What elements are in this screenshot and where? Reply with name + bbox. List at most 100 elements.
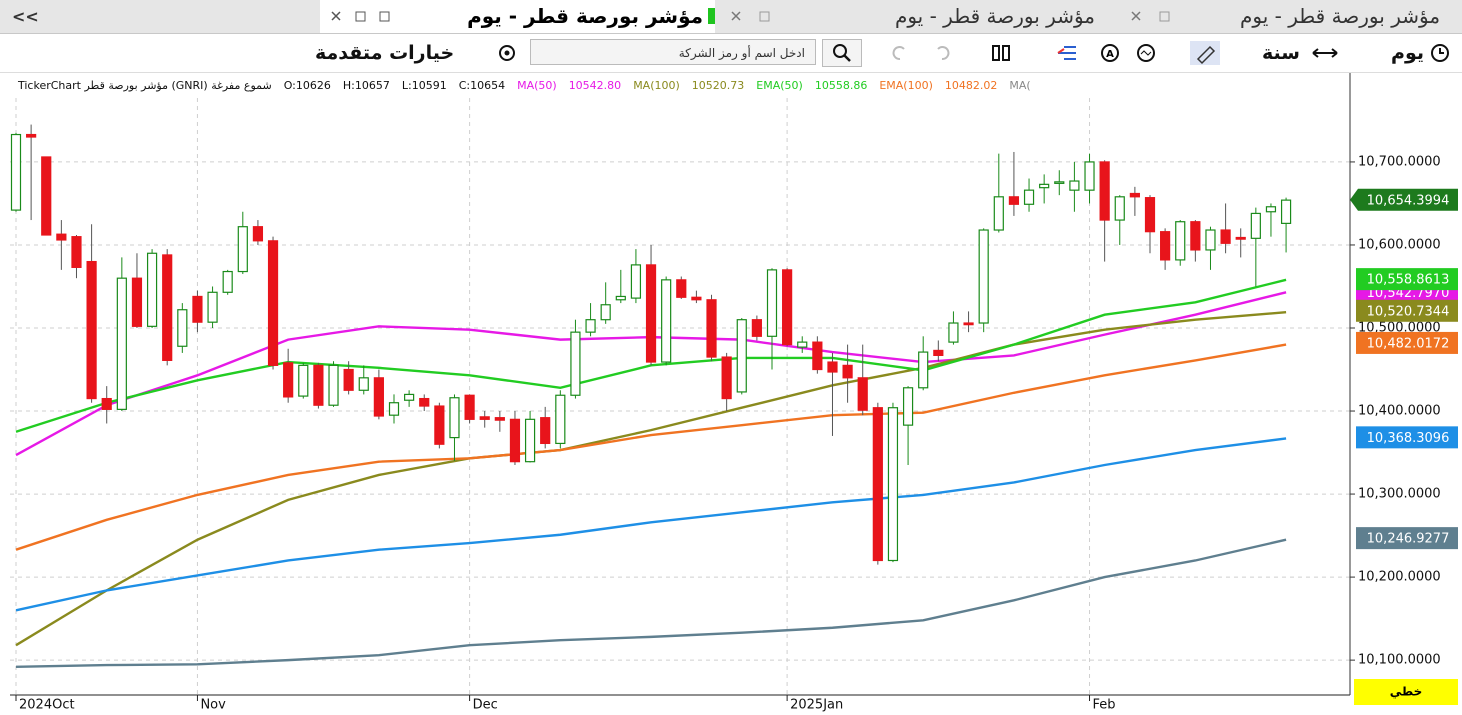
last-value-label: 10,368.3096 bbox=[1367, 431, 1450, 446]
search-input[interactable]: ادخل اسم أو رمز الشركة bbox=[530, 39, 816, 65]
candle-body bbox=[131, 277, 143, 327]
last-value-box bbox=[1356, 527, 1458, 550]
y-tick-label: 10,600.0000 bbox=[1358, 237, 1441, 252]
candle-body bbox=[41, 156, 52, 236]
candle-body bbox=[237, 226, 248, 273]
candle-body bbox=[162, 254, 173, 361]
scale-mode-box[interactable] bbox=[1354, 679, 1458, 705]
ohlc-label: H:10657 bbox=[343, 79, 390, 92]
x-tick-label: Dec bbox=[473, 698, 498, 713]
toolbar: يوم سنة A ادخل اسم أو رمز الشركة خيارات … bbox=[0, 34, 1462, 73]
period-day[interactable]: يوم bbox=[1391, 42, 1424, 64]
candle-body bbox=[1265, 206, 1277, 213]
chart-title: TickerChart مؤشر بورصة قطر (GNRI) شموع م… bbox=[17, 79, 272, 92]
candle-body bbox=[857, 377, 868, 411]
candle-body bbox=[782, 269, 793, 346]
tab[interactable]: مؤشر بورصة قطر - يوم bbox=[1120, 0, 1462, 33]
indicator-line bbox=[15, 437, 1287, 612]
indicator-line bbox=[15, 538, 1287, 668]
candle-body bbox=[328, 364, 339, 406]
legend-value: 10558.86 bbox=[815, 79, 868, 92]
candle-body bbox=[1250, 212, 1261, 239]
candle-body bbox=[691, 296, 702, 301]
candle-body bbox=[918, 351, 929, 389]
tab-color bbox=[708, 8, 715, 24]
y-tick-label: 10,200.0000 bbox=[1358, 570, 1441, 585]
candle-body bbox=[101, 397, 112, 410]
candle-body bbox=[146, 252, 158, 327]
advanced-options[interactable]: خيارات متقدمة bbox=[315, 42, 455, 64]
candle-body bbox=[555, 394, 566, 445]
tab[interactable]: مؤشر بورصة قطر - يوم bbox=[320, 0, 715, 33]
candle-body bbox=[676, 279, 687, 298]
ohlc-label: O:10626 bbox=[284, 79, 331, 92]
candle-body bbox=[86, 260, 97, 400]
tab-icons bbox=[1131, 11, 1170, 22]
candle-body bbox=[71, 236, 82, 268]
candle-body bbox=[358, 377, 369, 391]
indicator-line bbox=[15, 311, 1287, 647]
candle-body bbox=[252, 226, 264, 242]
tool-icons[interactable]: A bbox=[880, 41, 1230, 65]
legend-name: MA(100) bbox=[633, 79, 680, 92]
candle-body bbox=[494, 417, 505, 421]
tab-title[interactable]: مؤشر بورصة قطر - يوم bbox=[1240, 4, 1441, 28]
candle-body bbox=[222, 270, 233, 293]
candle-body bbox=[1023, 189, 1035, 205]
gear-icon[interactable] bbox=[498, 44, 516, 62]
candle-body bbox=[373, 377, 384, 417]
candle-body bbox=[721, 356, 732, 400]
period-year[interactable]: سنة bbox=[1262, 42, 1300, 64]
clock-icon[interactable] bbox=[1430, 43, 1450, 63]
collapse-button[interactable]: << bbox=[12, 7, 39, 26]
candle-body bbox=[1039, 183, 1050, 189]
y-tick-label: 10,700.0000 bbox=[1358, 154, 1441, 169]
candle-body bbox=[298, 364, 309, 397]
search-button[interactable] bbox=[822, 39, 862, 67]
candle-body bbox=[872, 407, 883, 562]
tab[interactable]: مؤشر بورصة قطر - يوم bbox=[715, 0, 1120, 33]
legend-value: 10542.80 bbox=[569, 79, 622, 92]
candle-body bbox=[963, 322, 974, 326]
candle-body bbox=[600, 304, 611, 321]
candle-body bbox=[1160, 231, 1171, 261]
candle-body bbox=[797, 341, 808, 348]
x-tick-label: 2024Oct bbox=[19, 698, 75, 713]
scale-mode[interactable]: خطي bbox=[1390, 685, 1422, 699]
candle-body bbox=[26, 133, 37, 138]
candle-body bbox=[993, 196, 1004, 231]
legend-name: MA(50) bbox=[517, 79, 557, 92]
candle-body bbox=[1054, 181, 1065, 184]
tab-title[interactable]: مؤشر بورصة قطر - يوم bbox=[467, 4, 703, 28]
candle-body bbox=[1069, 180, 1080, 191]
last-value-label: 10,520.7344 bbox=[1367, 304, 1450, 319]
plot-area bbox=[10, 98, 1350, 695]
candle-body bbox=[1235, 236, 1246, 240]
candle-body bbox=[207, 291, 218, 323]
candle-body bbox=[1114, 196, 1125, 221]
tab-title[interactable]: مؤشر بورصة قطر - يوم bbox=[894, 4, 1095, 28]
candle-body bbox=[570, 331, 581, 396]
candle-body bbox=[661, 279, 672, 363]
candle-body bbox=[1175, 221, 1186, 261]
candle-body bbox=[1008, 196, 1020, 205]
candle-body bbox=[1220, 229, 1231, 244]
candle-body bbox=[434, 405, 445, 445]
range-icon[interactable] bbox=[1310, 46, 1340, 60]
last-value-box bbox=[1356, 426, 1458, 449]
last-value-label: 10,558.8613 bbox=[1367, 273, 1450, 288]
candle-body bbox=[933, 349, 944, 356]
candle-body bbox=[343, 368, 354, 391]
last-price-box bbox=[1350, 188, 1458, 211]
candle-body bbox=[449, 397, 460, 439]
candle-body bbox=[1280, 199, 1292, 224]
candle-body bbox=[388, 402, 400, 416]
x-tick-label: Nov bbox=[200, 698, 226, 713]
y-tick-label: 10,500.0000 bbox=[1358, 320, 1441, 335]
indicator-line bbox=[15, 343, 1287, 551]
candle-body bbox=[630, 264, 642, 299]
ohlc-label: L:10591 bbox=[402, 79, 447, 92]
candle-body bbox=[404, 393, 415, 401]
